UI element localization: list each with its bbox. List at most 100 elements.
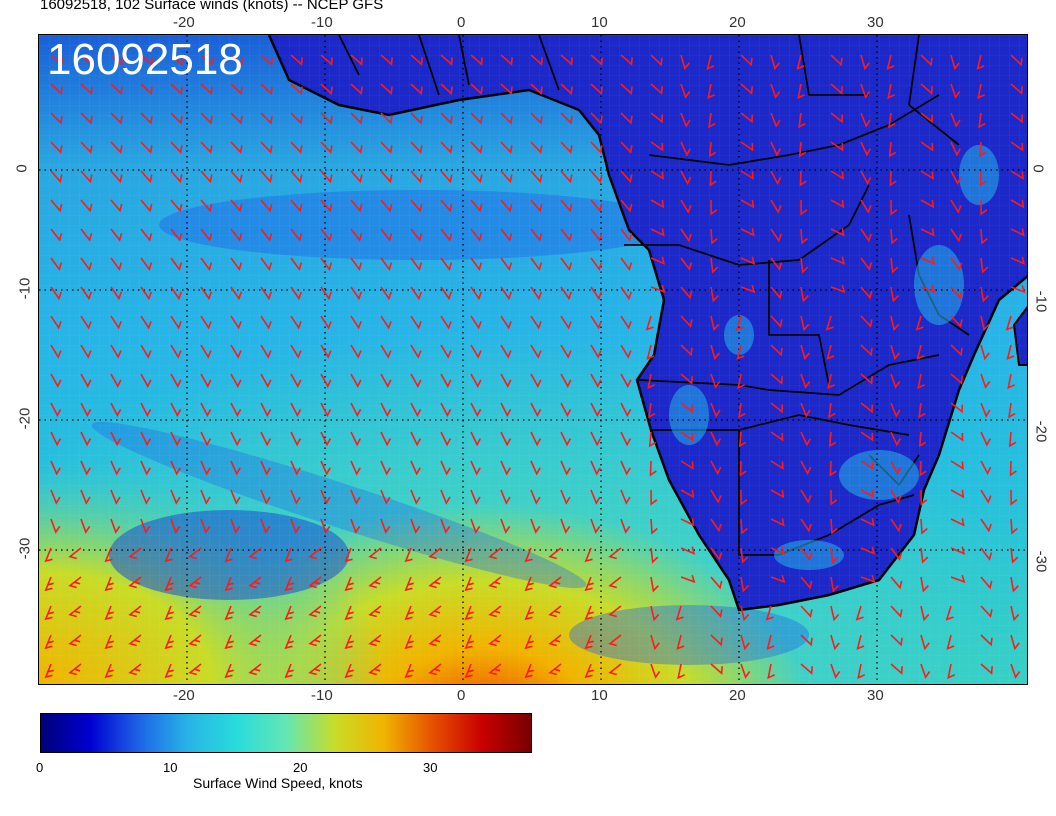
wind-barb [344,663,354,679]
wind-barb [530,431,542,447]
wind-barb [80,402,92,418]
wind-barb [980,431,991,447]
wind-barb [188,576,202,589]
wind-barb [200,199,213,213]
wind-barb [1008,431,1017,448]
wind-barb [830,170,844,180]
wind-barb [680,518,695,527]
wind-barb [920,634,930,651]
wind-barb [260,170,273,184]
wind-barb [676,634,685,650]
wind-barb [735,315,744,331]
wind-barb [560,518,571,534]
wind-barb [500,460,511,476]
wind-barb [500,170,513,184]
wind-barb [620,54,633,66]
wind-barb [770,546,786,555]
wind-barb [104,663,114,679]
wind-barb [170,373,182,388]
wind-barb [830,284,846,294]
wind-barb [50,141,63,154]
wind-barb [290,199,303,213]
wind-barb [500,83,513,96]
wind-barb [320,83,333,96]
wind-barb [440,518,451,534]
wind-barb [800,547,813,561]
wind-barb [980,518,992,533]
wind-barb [590,228,603,242]
wind-barb [320,257,333,272]
wind-barb [770,460,784,470]
wind-barb [80,141,93,154]
wind-barb [308,605,322,618]
wind-barb [368,634,382,647]
wind-barb [620,83,633,96]
wind-barb [524,634,534,650]
wind-barb [380,54,393,66]
wind-barb [290,54,303,66]
wind-barb [590,170,603,184]
wind-barb [470,199,483,213]
wind-barb [410,460,421,476]
wind-barb [110,460,121,476]
wind-barb [200,460,211,476]
wind-barb [830,489,838,506]
wind-barb [44,634,54,650]
wind-barb [110,54,123,66]
wind-barb [740,634,750,651]
wind-barb [886,54,895,70]
wind-barb [950,546,966,555]
wind-barb [890,576,903,590]
wind-barb [680,286,693,300]
wind-barb [248,576,262,589]
wind-barb [110,373,122,388]
lon-tick-top: 20 [729,14,746,31]
wind-barb [950,373,963,385]
lon-tick-bottom: -10 [311,687,333,704]
wind-barb [404,605,414,621]
wind-barb [344,605,354,621]
wind-barb [440,286,453,301]
wind-barb [860,574,876,584]
wind-barb [620,344,632,359]
wind-barb [80,83,93,96]
wind-barb [230,431,242,447]
wind-barb [560,344,572,359]
wind-barb [50,431,62,447]
wind-barb [524,576,534,592]
wind-barb [620,373,632,388]
wind-barb [710,257,719,274]
wind-barb [530,344,542,359]
wind-barb [290,402,302,418]
wind-barb [410,141,423,154]
wind-barb [224,547,233,563]
wind-barb [945,605,954,621]
wind-barb [740,489,748,506]
wind-barb [500,344,512,359]
wind-barb [800,431,811,447]
wind-barb [440,460,451,476]
wind-barb [950,199,962,214]
wind-barb [1010,228,1025,237]
wind-barb [230,373,242,388]
wind-barb [110,431,122,447]
wind-barb [140,402,152,418]
wind-barb [890,634,903,647]
wind-barb [620,315,632,330]
wind-barb [200,489,211,505]
wind-barb [224,663,234,679]
wind-barb [320,431,332,447]
wind-barb [500,54,513,66]
wind-barb [350,402,362,418]
wind-barb [140,83,153,96]
wind-barb [796,54,805,70]
wind-barb [530,141,543,154]
wind-barb [170,83,183,96]
wind-barb [140,518,151,534]
wind-barb [830,547,839,564]
wind-barb [530,286,543,301]
wind-barb [170,460,181,476]
wind-barb [164,634,174,650]
wind-barb [710,634,723,647]
wind-barb [770,228,782,243]
